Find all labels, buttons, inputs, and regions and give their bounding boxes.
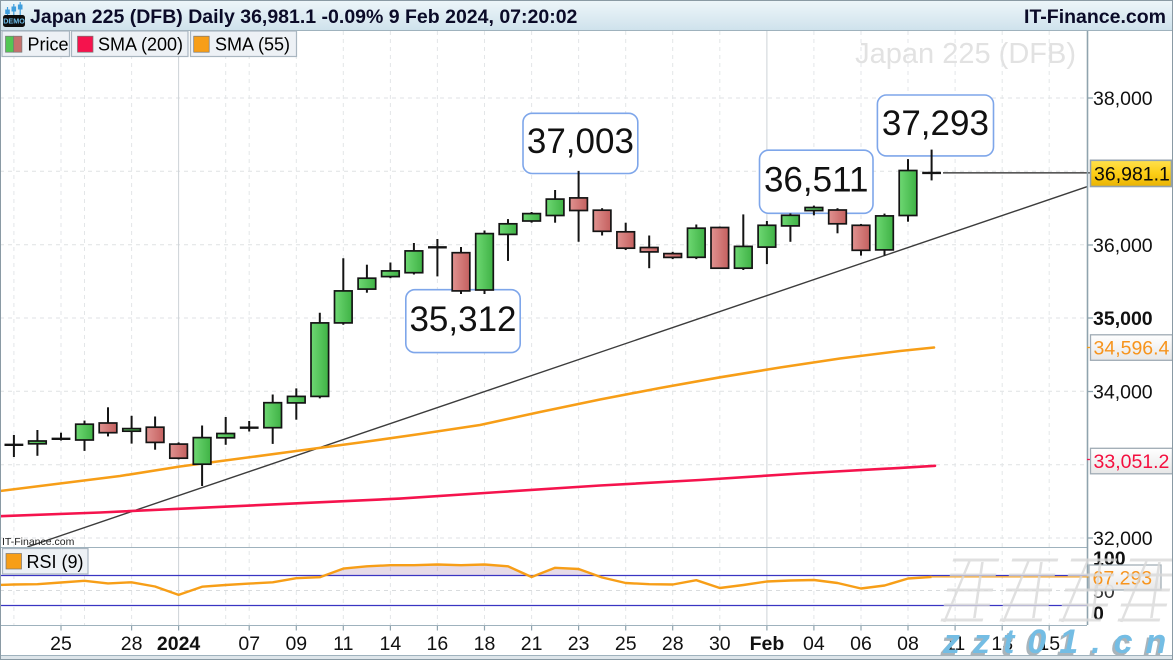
svg-text:18: 18 [474,633,496,655]
svg-text:zzt01.cn: zzt01.cn [942,623,1173,660]
svg-text:21: 21 [521,633,543,655]
svg-text:35,312: 35,312 [409,300,516,339]
svg-text:09: 09 [285,633,307,655]
svg-text:32,000: 32,000 [1093,528,1153,550]
svg-text:11: 11 [333,633,353,655]
svg-text:30: 30 [709,633,731,655]
svg-text:Japan 225 (DFB): Japan 225 (DFB) [855,38,1076,70]
svg-text:34,000: 34,000 [1093,382,1153,404]
svg-text:07: 07 [238,633,260,655]
svg-text:Feb: Feb [750,633,785,655]
svg-text:IT-Finance.com: IT-Finance.com [2,536,75,548]
svg-text:16: 16 [427,633,449,655]
svg-text:36,000: 36,000 [1093,235,1153,257]
svg-text:23: 23 [568,633,590,655]
svg-text:SMA (200): SMA (200) [98,35,183,55]
svg-text:36,511: 36,511 [764,161,868,200]
svg-text:DEMO: DEMO [3,17,25,26]
svg-text:36,981.1: 36,981.1 [1094,164,1170,186]
svg-text:34,596.4: 34,596.4 [1094,338,1170,360]
svg-text:04: 04 [803,633,825,655]
svg-text:06: 06 [850,633,872,655]
svg-text:RSI (9): RSI (9) [27,552,84,572]
svg-text:08: 08 [897,633,919,655]
svg-text:25: 25 [615,633,637,655]
svg-text:14: 14 [380,633,402,655]
svg-text:28: 28 [662,633,684,655]
svg-text:Price: Price [28,35,69,55]
svg-text:33,051.2: 33,051.2 [1094,451,1170,473]
svg-text:38,000: 38,000 [1093,88,1153,110]
svg-text:37,003: 37,003 [527,122,634,161]
svg-text:IT-Finance.com: IT-Finance.com [1024,6,1166,28]
svg-text:37,293: 37,293 [882,104,989,143]
svg-text:Japan 225 (DFB) Daily 36,981.1: Japan 225 (DFB) Daily 36,981.1 -0.09% 9 … [30,6,578,28]
svg-text:28: 28 [121,633,143,655]
svg-text:SMA (55): SMA (55) [215,35,290,55]
svg-text:2024: 2024 [157,633,201,655]
svg-text:35,000: 35,000 [1093,308,1153,330]
svg-text:25: 25 [50,633,72,655]
